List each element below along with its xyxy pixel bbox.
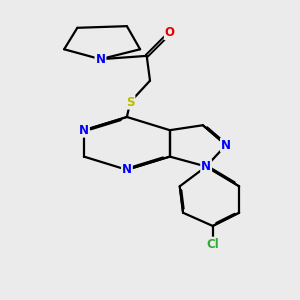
Text: N: N	[95, 53, 106, 66]
Text: S: S	[126, 96, 134, 109]
Text: O: O	[165, 26, 175, 39]
Text: N: N	[221, 139, 231, 152]
Text: N: N	[201, 160, 211, 173]
Text: N: N	[122, 163, 132, 176]
Text: Cl: Cl	[206, 238, 219, 250]
Text: N: N	[79, 124, 89, 137]
